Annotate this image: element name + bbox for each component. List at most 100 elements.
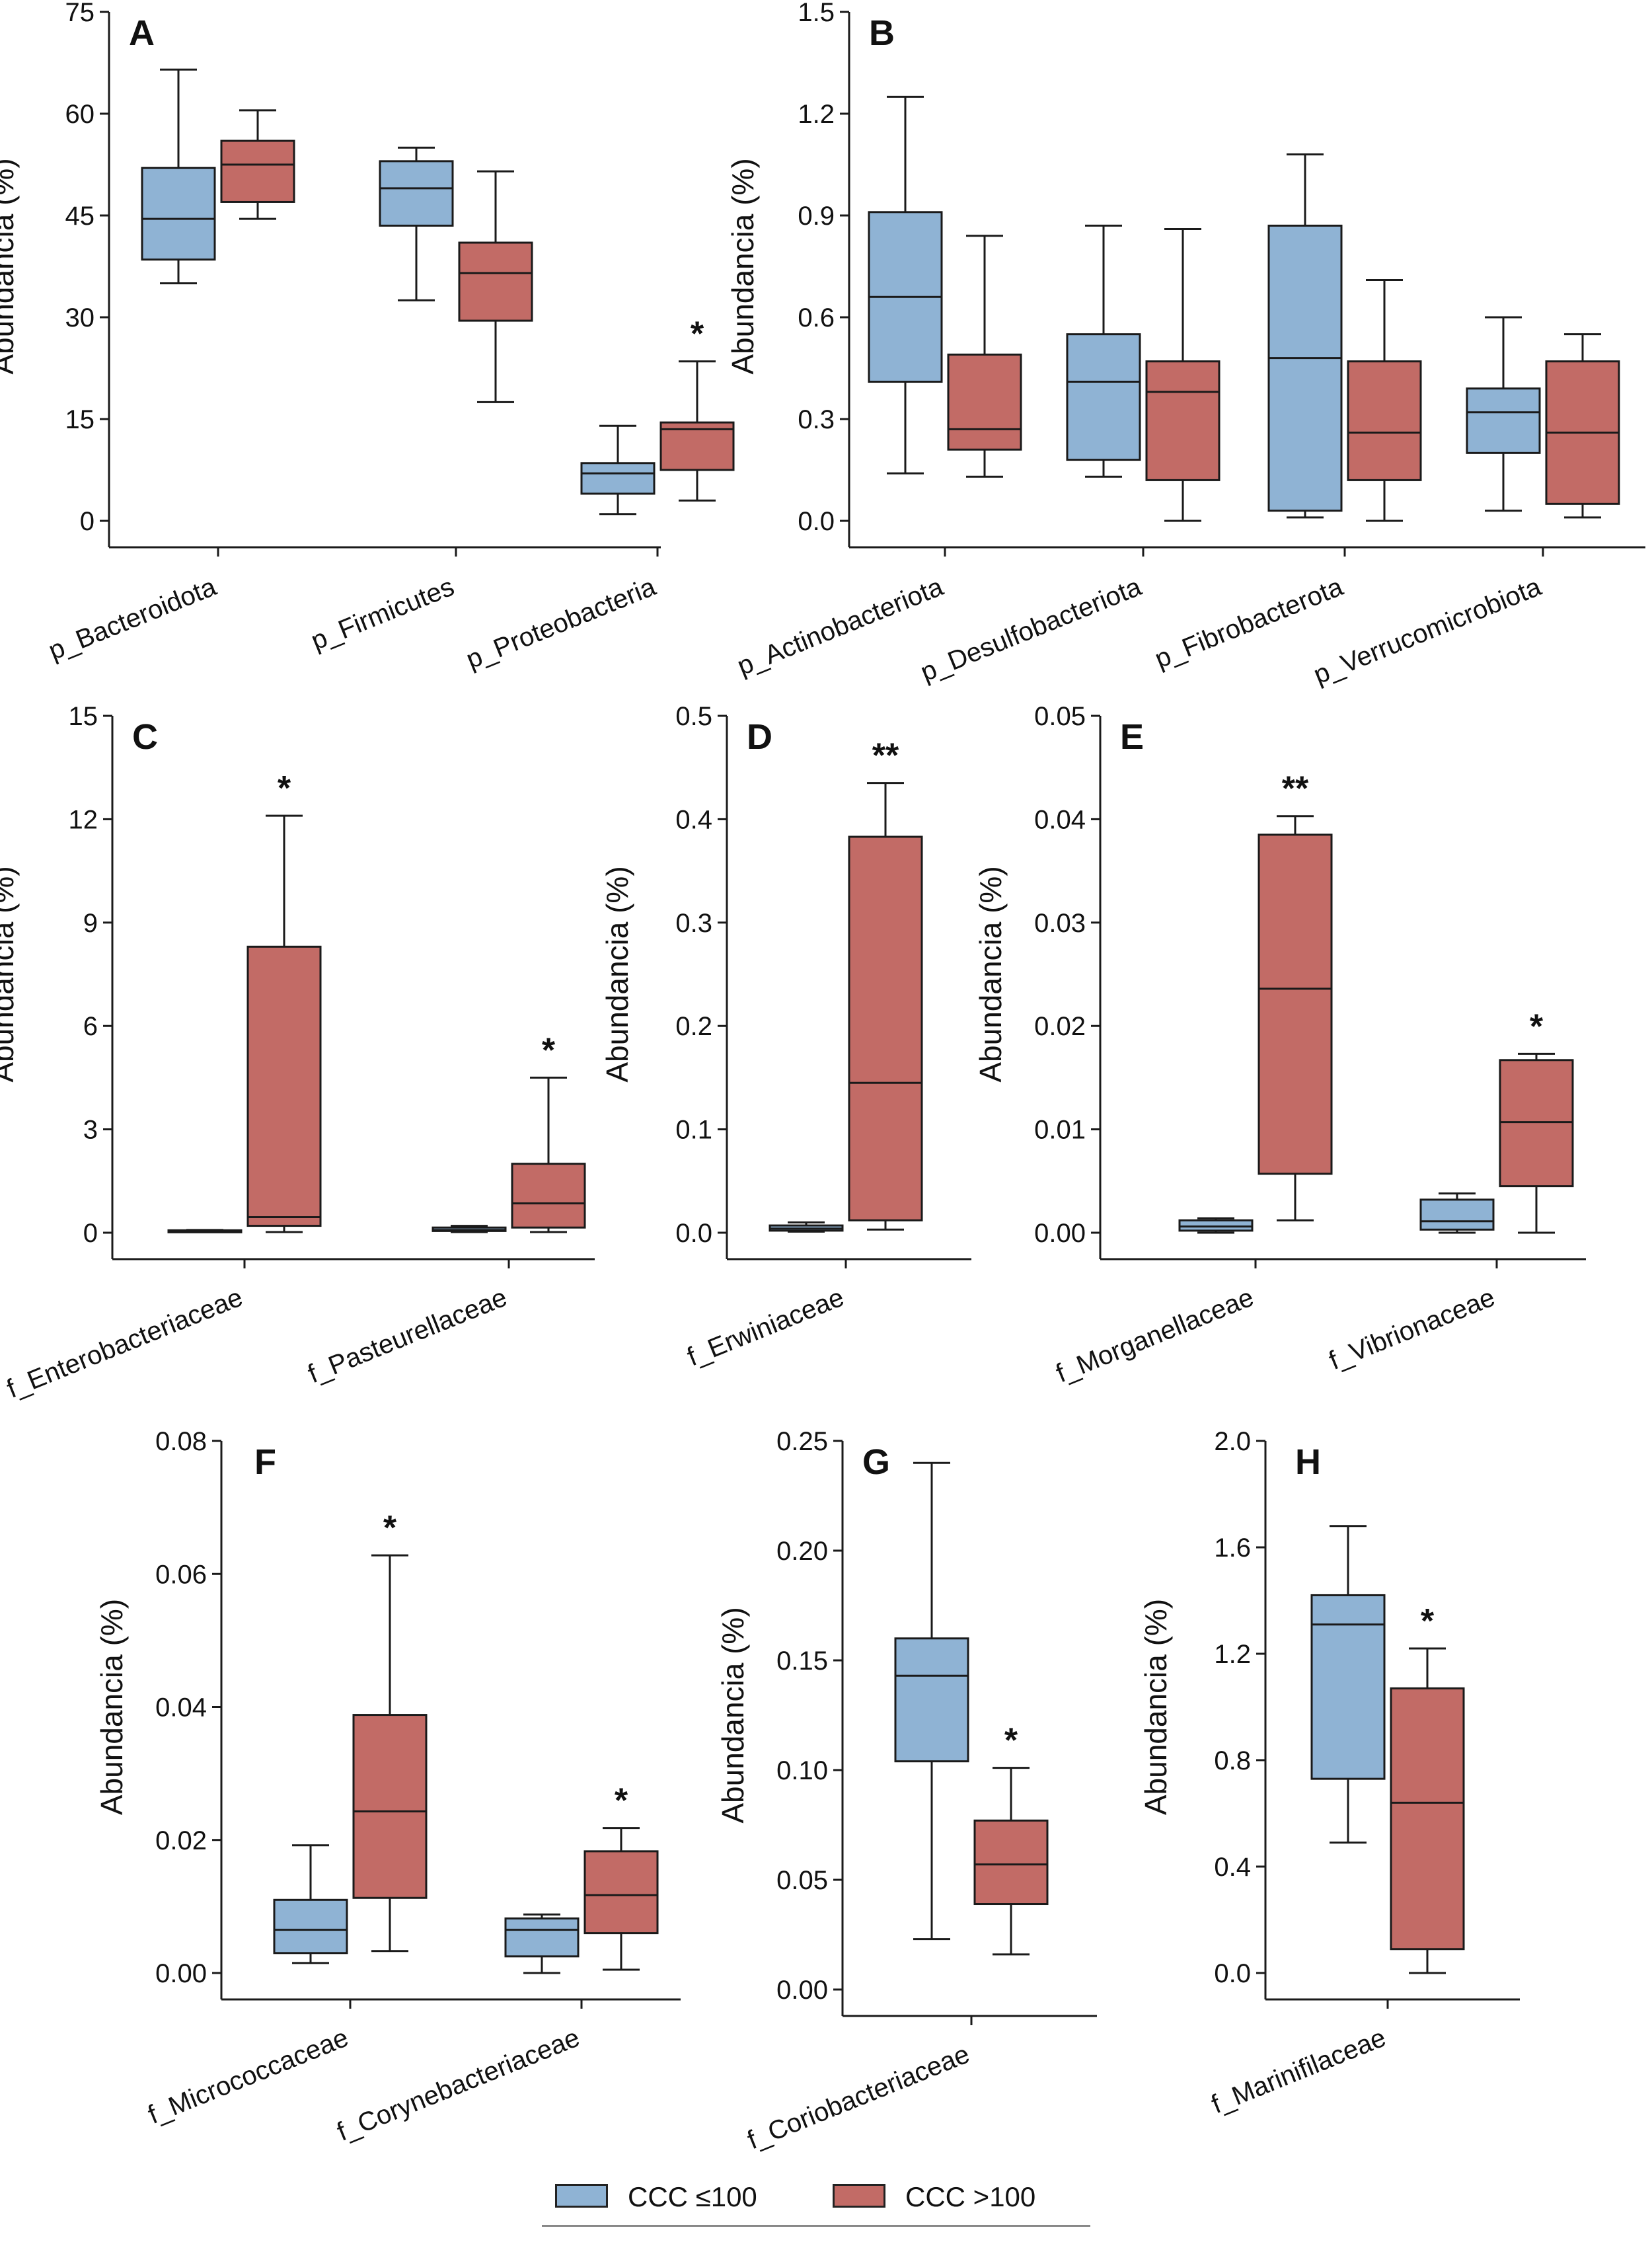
significance-marker-c: * (542, 1031, 556, 1069)
y-tick-label-h: 1.2 (1214, 1640, 1251, 1669)
x-tick-label-e: f_Vibrionaceae (1325, 1283, 1499, 1375)
x-tick-label-a: p_Bacteroidota (44, 572, 221, 666)
y-axis-label-d: Abundancia (%) (600, 866, 634, 1082)
y-tick-label-b: 0.6 (798, 303, 835, 332)
box-ccc-gt100-a (659, 421, 735, 471)
x-tick-label-f: f_Corynebacteriaceae (333, 2023, 583, 2147)
y-tick-label-g: 0.25 (776, 1427, 828, 1456)
y-tick-label-e: 0.05 (1034, 702, 1086, 731)
y-tick-label-c: 15 (69, 702, 98, 731)
y-tick-label-c: 12 (69, 805, 98, 834)
y-tick-label-e: 0.01 (1034, 1116, 1086, 1145)
x-tick-label-b: p_Fibrobacterota (1151, 572, 1348, 674)
y-tick-label-h: 0.4 (1214, 1853, 1251, 1882)
box-ccc-gt100-c (246, 945, 322, 1227)
x-tick-label-e: f_Morganellaceae (1052, 1283, 1258, 1389)
y-tick-label-a: 45 (65, 202, 95, 231)
y-tick-label-c: 9 (83, 909, 98, 938)
y-tick-label-d: 0.0 (675, 1219, 712, 1248)
panel-f: 0.00 0.02 0.04 0.06 0.08 Abundancia (%) Ff_Mic… (94, 1427, 681, 2147)
panel-d: 0.0 0.1 0.2 0.3 0.4 0.5 Abundancia (%) Df_Erwin… (600, 702, 971, 1372)
y-tick-label-e: 0.02 (1034, 1012, 1086, 1041)
box-ccc-gt100-g (973, 1819, 1049, 1906)
significance-marker-g: * (1004, 1722, 1018, 1760)
y-tick-label-f: 0.02 (155, 1826, 207, 1855)
x-tick-label-f: f_Micrococcaceae (144, 2023, 352, 2130)
box-ccc-le100-b (1267, 224, 1343, 512)
x-tick-label-b: p_Desulfobacteriota (917, 572, 1146, 687)
box-ccc-gt100-f (352, 1714, 428, 1899)
box-ccc-le100-b (1066, 333, 1141, 461)
y-axis-label-c: Abundancia (%) (0, 866, 20, 1082)
box-ccc-le100-h (1310, 1594, 1386, 1780)
panel-c: 0 3 6 9 12 15 Abundancia (%) Cf_Enterobacteriac… (0, 702, 595, 1404)
y-tick-label-f: 0.08 (155, 1427, 207, 1456)
panel-b: 0.0 0.3 0.6 0.9 1.2 1.5 Abundancia (%) Bp_Actin… (726, 0, 1645, 690)
box-ccc-le100-g (894, 1637, 969, 1763)
y-axis-label-g: Abundancia (%) (716, 1607, 750, 1823)
x-tick-label-c: f_Pasteurellaceae (304, 1283, 511, 1389)
significance-marker-f: * (383, 1509, 397, 1547)
x-tick-label-h: f_Marinifilaceae (1207, 2023, 1390, 2120)
box-ccc-gt100-f (583, 1850, 659, 1935)
box-ccc-gt100-a (458, 241, 533, 322)
box-ccc-le100-e (1178, 1219, 1254, 1232)
significance-marker-a: * (691, 315, 704, 354)
y-tick-label-e: 0.03 (1034, 909, 1086, 938)
x-tick-label-d: f_Erwiniaceae (683, 1283, 848, 1372)
y-tick-label-g: 0.15 (776, 1646, 828, 1676)
y-tick-label-a: 0 (80, 507, 94, 536)
panel-label-h: H (1295, 1442, 1321, 1482)
y-tick-label-b: 0.0 (798, 507, 835, 536)
panel-e: 0.00 0.01 0.02 0.03 0.04 0.05 Abundancia (%) Ef… (973, 702, 1586, 1388)
box-ccc-gt100-b (947, 353, 1022, 451)
legend-swatch-ccc-le100 (555, 2184, 608, 2208)
significance-marker-c: * (278, 769, 291, 808)
significance-marker-d: ** (872, 737, 899, 775)
box-ccc-gt100-e (1258, 833, 1333, 1175)
y-tick-label-h: 1.6 (1214, 1533, 1251, 1563)
y-tick-label-g: 0.05 (776, 1866, 828, 1895)
y-tick-label-a: 75 (65, 0, 95, 27)
y-tick-label-b: 1.5 (798, 0, 835, 27)
legend-swatch-ccc-gt100 (833, 2184, 885, 2208)
x-tick-label-a: p_Firmicutes (307, 572, 459, 656)
y-tick-label-g: 0.20 (776, 1537, 828, 1566)
box-ccc-le100-f (504, 1917, 580, 1958)
y-tick-label-c: 0 (83, 1219, 98, 1248)
y-tick-label-b: 0.9 (798, 202, 835, 231)
y-tick-label-e: 0.00 (1034, 1219, 1086, 1248)
x-tick-label-b: p_Actinobacteriota (733, 572, 948, 681)
panel-label-b: B (869, 13, 895, 53)
y-tick-label-a: 15 (65, 405, 95, 434)
box-ccc-le100-e (1419, 1198, 1495, 1231)
legend-label-ccc-le100: CCC ≤100 (628, 2181, 757, 2212)
y-tick-label-a: 30 (65, 303, 95, 332)
box-ccc-gt100-b (1347, 360, 1422, 481)
y-tick-label-c: 6 (83, 1012, 98, 1041)
y-tick-label-h: 0.0 (1214, 1959, 1251, 1988)
box-ccc-le100-a (580, 462, 656, 495)
y-tick-label-d: 0.4 (675, 805, 712, 834)
y-axis-label-h: Abundancia (%) (1139, 1599, 1173, 1815)
box-ccc-gt100-a (220, 139, 295, 203)
y-tick-label-h: 0.8 (1214, 1746, 1251, 1775)
y-tick-label-c: 3 (83, 1116, 98, 1145)
y-axis-label-f: Abundancia (%) (94, 1599, 129, 1815)
panel-label-c: C (132, 717, 158, 757)
x-tick-label-a: p_Proteobacteria (462, 572, 660, 674)
panel-h: 0.0 0.4 0.8 1.2 1.6 2.0 Abundancia (%) Hf_Marin… (1139, 1427, 1520, 2119)
y-tick-label-e: 0.04 (1034, 805, 1086, 834)
panel-label-a: A (129, 13, 155, 53)
y-tick-label-f: 0.00 (155, 1959, 207, 1988)
box-ccc-le100-a (379, 160, 454, 227)
y-tick-label-d: 0.5 (675, 702, 712, 731)
significance-marker-e: ** (1282, 770, 1309, 808)
y-axis-label-a: Abundancia (%) (0, 158, 20, 374)
x-tick-label-b: p_Verrucomicrobiota (1310, 572, 1546, 690)
box-ccc-le100-a (141, 167, 216, 261)
y-tick-label-d: 0.2 (675, 1012, 712, 1041)
x-tick-label-g: f_Coriobacteriaceae (743, 2040, 973, 2155)
y-tick-label-a: 60 (65, 100, 95, 129)
